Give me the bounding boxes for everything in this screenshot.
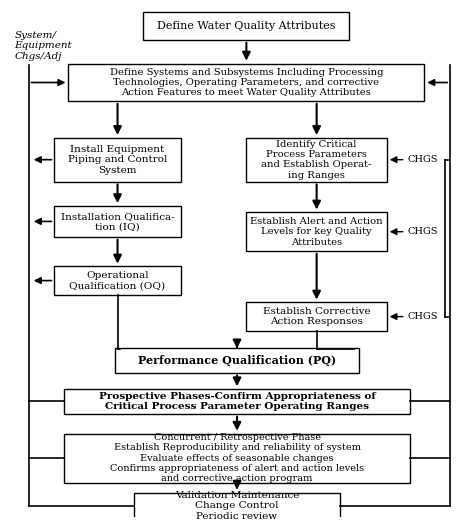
Bar xyxy=(134,492,340,519)
Text: Establish Alert and Action
Levels for key Quality
Attributes: Establish Alert and Action Levels for ke… xyxy=(250,217,383,247)
Text: Define Water Quality Attributes: Define Water Quality Attributes xyxy=(157,21,336,31)
Bar xyxy=(55,206,181,237)
Bar xyxy=(246,302,387,331)
Text: Operational
Qualification (OQ): Operational Qualification (OQ) xyxy=(70,271,165,290)
Text: Concurrent / Retrospective Phase
Establish Reproducibility and reliability of sy: Concurrent / Retrospective Phase Establi… xyxy=(110,433,364,483)
Text: Validation Maintenance
Change Control
Periodic review: Validation Maintenance Change Control Pe… xyxy=(175,491,299,521)
Bar xyxy=(55,267,181,295)
Bar xyxy=(55,138,181,181)
Text: Installation Qualifica-
tion (IQ): Installation Qualifica- tion (IQ) xyxy=(61,212,174,231)
Bar xyxy=(246,213,387,251)
Bar xyxy=(115,348,359,372)
Text: CHGS: CHGS xyxy=(408,155,438,164)
Bar xyxy=(64,389,410,414)
Bar xyxy=(68,64,424,101)
Text: Identify Critical
Process Parameters
and Establish Operat-
ing Ranges: Identify Critical Process Parameters and… xyxy=(262,139,372,180)
Text: CHGS: CHGS xyxy=(408,227,438,236)
Bar xyxy=(246,138,387,181)
Bar xyxy=(64,433,410,482)
Bar xyxy=(143,12,349,40)
Text: Install Equipment
Piping and Control
System: Install Equipment Piping and Control Sys… xyxy=(68,145,167,175)
Text: Establish Corrective
Action Responses: Establish Corrective Action Responses xyxy=(263,307,371,326)
Text: Define Systems and Subsystems Including Processing
Technologies, Operating Param: Define Systems and Subsystems Including … xyxy=(109,68,383,97)
Text: System/
Equipment
Chgs/Adj: System/ Equipment Chgs/Adj xyxy=(15,31,72,61)
Text: Prospective Phases-Confirm Appropriateness of
Critical Process Parameter Operati: Prospective Phases-Confirm Appropriatene… xyxy=(99,392,375,411)
Text: Performance Qualification (PQ): Performance Qualification (PQ) xyxy=(138,355,336,366)
Text: CHGS: CHGS xyxy=(408,312,438,321)
